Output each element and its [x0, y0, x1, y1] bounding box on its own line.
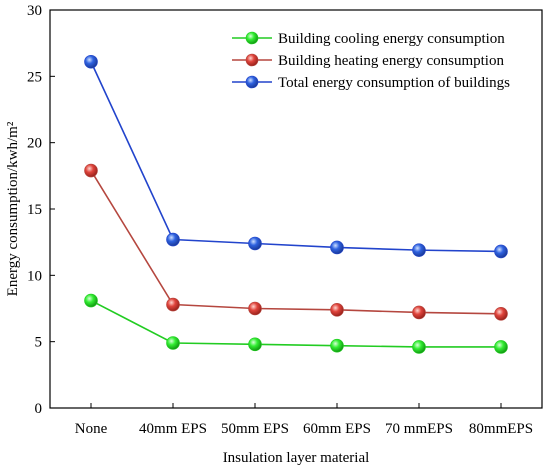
data-point	[84, 163, 98, 178]
y-tick-label: 5	[35, 335, 43, 351]
data-point	[248, 301, 262, 316]
legend-marker	[245, 75, 259, 89]
data-point	[330, 338, 344, 353]
y-tick-label: 0	[35, 401, 43, 417]
y-tick-label: 10	[27, 268, 42, 284]
data-point	[494, 244, 508, 259]
series-3	[84, 54, 508, 259]
data-point	[166, 336, 180, 350]
y-tick-label: 30	[27, 3, 42, 19]
legend: Building cooling energy consumption Build…	[232, 31, 510, 91]
legend-label: Total energy consumption of buildings	[278, 75, 510, 91]
x-axis: None 40mm EPS 50mm EPS 60mm EPS 70 mmEPS 80mm…	[75, 403, 533, 437]
data-point	[494, 307, 508, 321]
legend-marker	[245, 53, 259, 67]
legend-label: Building heating energy consumption	[278, 53, 504, 69]
y-tick-label: 25	[27, 69, 42, 85]
series-line	[90, 61, 502, 253]
legend-item: Total energy consumption of buildings	[232, 75, 510, 91]
data-point	[494, 340, 508, 354]
y-tick-label: 15	[27, 202, 42, 218]
data-point	[84, 54, 98, 69]
y-axis-title: Energy consumption/kwh/m²	[5, 121, 21, 296]
legend-item: Building heating energy consumption	[232, 53, 504, 69]
legend-marker	[245, 31, 259, 45]
x-tick-label: None	[75, 421, 108, 437]
data-point	[166, 232, 180, 247]
data-point	[412, 243, 426, 257]
data-point	[248, 236, 262, 251]
data-point	[330, 303, 344, 317]
series-line	[90, 299, 501, 348]
data-point	[330, 240, 344, 255]
series-layer	[84, 54, 508, 354]
legend-item: Building cooling energy consumption	[232, 31, 505, 47]
x-axis-title: Insulation layer material	[223, 450, 370, 466]
x-tick-label: 80mmEPS	[469, 421, 533, 437]
data-point	[84, 293, 98, 308]
series-line	[90, 170, 502, 315]
data-point	[412, 340, 426, 354]
series-1	[84, 293, 508, 354]
series-2	[84, 163, 508, 321]
x-tick-label: 60mm EPS	[303, 421, 371, 437]
data-point	[412, 305, 426, 320]
x-tick-label: 40mm EPS	[139, 421, 207, 437]
x-tick-label: 70 mmEPS	[385, 421, 453, 437]
plot-area-frame	[49, 9, 543, 409]
x-tick-label: 50mm EPS	[221, 421, 289, 437]
y-tick-label: 20	[27, 136, 42, 152]
data-point	[248, 337, 262, 352]
y-axis: 0 5 10 15 20 25 30	[27, 3, 55, 417]
data-point	[166, 297, 180, 312]
legend-label: Building cooling energy consumption	[278, 31, 505, 47]
